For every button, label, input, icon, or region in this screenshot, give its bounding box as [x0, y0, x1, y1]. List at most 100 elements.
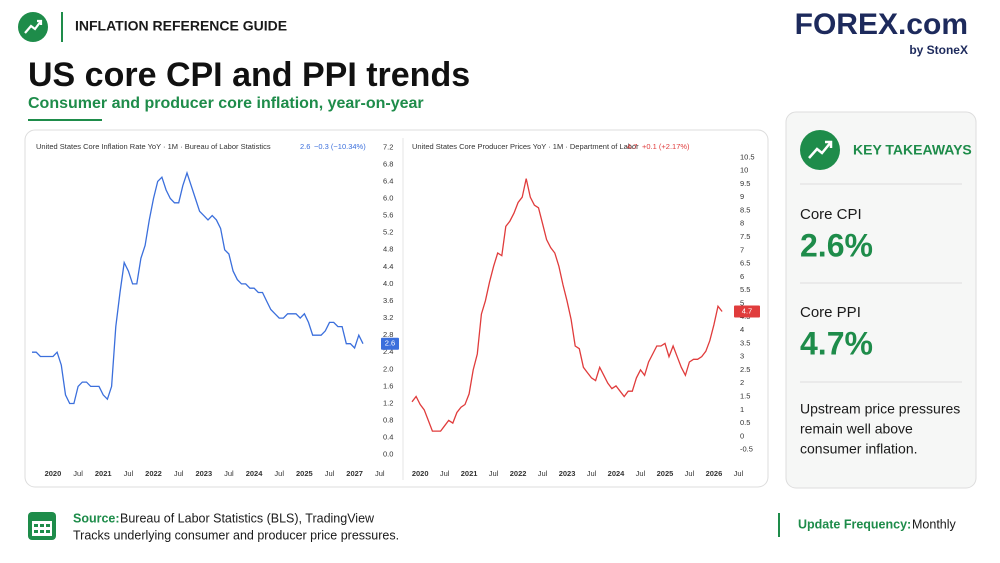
x-tick-label: Jul — [375, 469, 385, 478]
x-tick-label: Jul — [124, 469, 134, 478]
y-tick-label: 2.8 — [383, 330, 393, 339]
last-value-box — [734, 305, 760, 318]
y-tick-label: 8.5 — [740, 205, 750, 214]
x-tick-label: Jul — [636, 469, 646, 478]
y-tick-label: 0.5 — [740, 418, 750, 427]
last-value-label: 2.6 — [385, 339, 395, 348]
takeaways-icon-arrow — [808, 141, 832, 159]
calendar-icon-days — [34, 524, 50, 533]
chart-panel — [24, 129, 769, 488]
guide-label: INFLATION REFERENCE GUIDE — [75, 18, 287, 34]
takeaway-note: Upstream price pressures — [800, 401, 960, 417]
x-tick-label: 2025 — [296, 469, 313, 478]
y-tick-label: 3.5 — [740, 338, 750, 347]
y-tick-label: 0.4 — [383, 433, 393, 442]
y-tick-label: 0.0 — [383, 450, 393, 459]
header-change: +0.1 (+2.17%) — [642, 142, 690, 151]
y-tick-label: 4 — [740, 325, 744, 334]
x-tick-label: 2027 — [346, 469, 363, 478]
x-tick-label: Jul — [489, 469, 499, 478]
y-tick-label: 9.5 — [740, 179, 750, 188]
y-tick-label: 1 — [740, 405, 744, 414]
y-tick-label: 5 — [740, 298, 744, 307]
title: US core CPI and PPI trends — [28, 56, 470, 94]
header-icon-arrowhead — [37, 19, 43, 25]
x-tick-label: 2024 — [608, 469, 626, 478]
header-change: −0.3 (−10.34%) — [314, 142, 366, 151]
y-tick-label: 6.4 — [383, 176, 393, 185]
x-tick-label: Jul — [274, 469, 284, 478]
x-tick-label: Jul — [587, 469, 597, 478]
x-tick-label: 2025 — [657, 469, 674, 478]
x-tick-label: Jul — [174, 469, 184, 478]
x-tick-label: 2026 — [706, 469, 723, 478]
takeaway-value: 4.7% — [800, 325, 873, 361]
x-tick-label: 2021 — [461, 469, 478, 478]
header-value: 2.6 — [300, 142, 310, 151]
x-tick-label: Jul — [325, 469, 335, 478]
frequency-label: Update Frequency: — [798, 517, 911, 531]
y-tick-label: 1.6 — [383, 381, 393, 390]
y-tick-label: 10.5 — [740, 152, 755, 161]
y-tick-label: 3.6 — [383, 296, 393, 305]
takeaway-label: Core PPI — [800, 304, 861, 321]
y-tick-label: 7.5 — [740, 232, 750, 241]
y-tick-label: 3 — [740, 352, 744, 361]
x-tick-label: Jul — [538, 469, 548, 478]
header-value: 4.7 — [627, 142, 637, 151]
x-tick-label: 2023 — [559, 469, 576, 478]
logo-sub: by StoneX — [909, 43, 968, 57]
frequency: Monthly — [912, 517, 957, 531]
y-tick-label: 9 — [740, 192, 744, 201]
y-tick-label: 2 — [740, 378, 744, 387]
y-tick-label: 2.0 — [383, 364, 393, 373]
x-tick-label: Jul — [224, 469, 234, 478]
takeaway-value: 2.6% — [800, 227, 873, 263]
source: Bureau of Labor Statistics (BLS), Tradin… — [120, 511, 375, 525]
header-icon-arrow — [24, 20, 42, 34]
data-line — [411, 178, 723, 432]
y-tick-label: 0.8 — [383, 416, 393, 425]
y-tick-label: 5.6 — [383, 211, 393, 220]
x-tick-label: 2021 — [95, 469, 112, 478]
chart-title: United States Core Producer Prices YoY ·… — [412, 142, 639, 151]
calendar-icon-page — [32, 521, 52, 536]
takeaways-title: KEY TAKEAWAYS — [853, 142, 972, 158]
x-tick-label: Jul — [685, 469, 695, 478]
x-tick-label: Jul — [440, 469, 450, 478]
y-tick-label: 6.8 — [383, 159, 393, 168]
y-tick-label: -0.5 — [740, 445, 753, 454]
x-tick-label: 2020 — [412, 469, 429, 478]
y-tick-label: 1.5 — [740, 392, 750, 401]
y-tick-label: 8 — [740, 219, 744, 228]
x-tick-label: 2022 — [145, 469, 162, 478]
y-tick-label: 7 — [740, 245, 744, 254]
x-tick-label: Jul — [73, 469, 83, 478]
last-value-label: 4.7 — [742, 306, 752, 315]
y-tick-label: 6.0 — [383, 193, 393, 202]
x-tick-label: Jul — [734, 469, 744, 478]
y-tick-label: 4.8 — [383, 245, 393, 254]
y-tick-label: 2.4 — [383, 347, 393, 356]
x-tick-label: 2020 — [45, 469, 62, 478]
takeaways-icon-arrowhead — [825, 140, 833, 148]
x-tick-label: 2022 — [510, 469, 527, 478]
y-tick-label: 5.2 — [383, 228, 393, 237]
y-tick-label: 4.0 — [383, 279, 393, 288]
y-tick-label: 6.5 — [740, 259, 750, 268]
takeaways-panel — [785, 111, 977, 489]
chart-title: United States Core Inflation Rate YoY · … — [36, 142, 271, 151]
takeaway-note: consumer inflation. — [800, 441, 918, 457]
y-tick-label: 5.5 — [740, 285, 750, 294]
y-tick-label: 7.2 — [383, 142, 393, 151]
y-tick-label: 2.5 — [740, 365, 750, 374]
takeaway-note: remain well above — [800, 421, 913, 437]
y-tick-label: 10 — [740, 166, 748, 175]
y-tick-label: 3.2 — [383, 313, 393, 322]
data-line — [32, 170, 364, 405]
y-tick-label: 1.2 — [383, 398, 393, 407]
y-tick-label: 4.4 — [383, 262, 393, 271]
x-tick-label: 2023 — [195, 469, 212, 478]
